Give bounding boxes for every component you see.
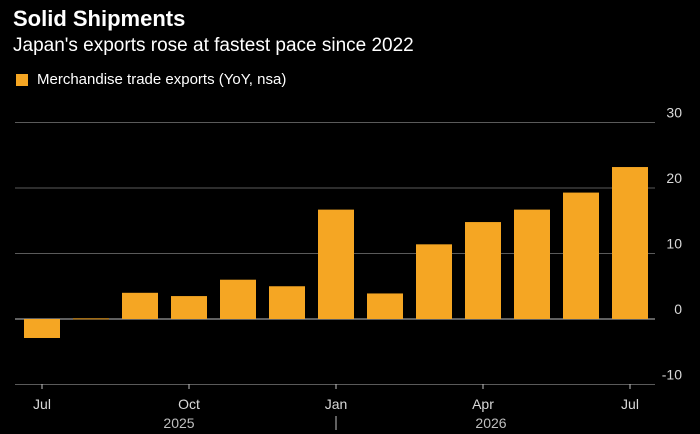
bar <box>24 319 60 338</box>
legend-swatch <box>16 73 28 86</box>
bar <box>416 244 452 319</box>
legend-label: Merchandise trade exports (YoY, nsa) <box>37 71 287 88</box>
y-tick-label: -10 <box>662 367 682 383</box>
bar <box>269 286 305 319</box>
y-tick-label: 0 <box>674 301 682 317</box>
bar <box>122 292 158 319</box>
bar <box>563 192 599 319</box>
bar <box>514 209 550 319</box>
bar <box>318 209 354 319</box>
year-label: 2025 <box>163 415 194 431</box>
y-tick-label: 20 <box>666 170 682 186</box>
bar <box>612 167 648 319</box>
chart-title: Solid Shipments <box>13 6 186 31</box>
x-tick-label: Apr <box>472 396 494 412</box>
year-label: 2026 <box>475 415 506 431</box>
x-tick-label: Jul <box>33 396 51 412</box>
bar <box>465 222 501 319</box>
x-tick-label: Jul <box>621 396 639 412</box>
y-tick-label: 30 <box>666 105 682 121</box>
legend: Merchandise trade exports (YoY, nsa) <box>16 71 286 88</box>
x-tick-label: Oct <box>178 396 200 412</box>
x-tick-label: Jan <box>325 396 348 412</box>
chart-subtitle: Japan's exports rose at fastest pace sin… <box>13 35 414 56</box>
bar <box>171 296 207 319</box>
bar <box>367 293 403 319</box>
bar <box>73 318 109 320</box>
y-tick-label: 10 <box>666 236 682 252</box>
bar <box>220 279 256 319</box>
